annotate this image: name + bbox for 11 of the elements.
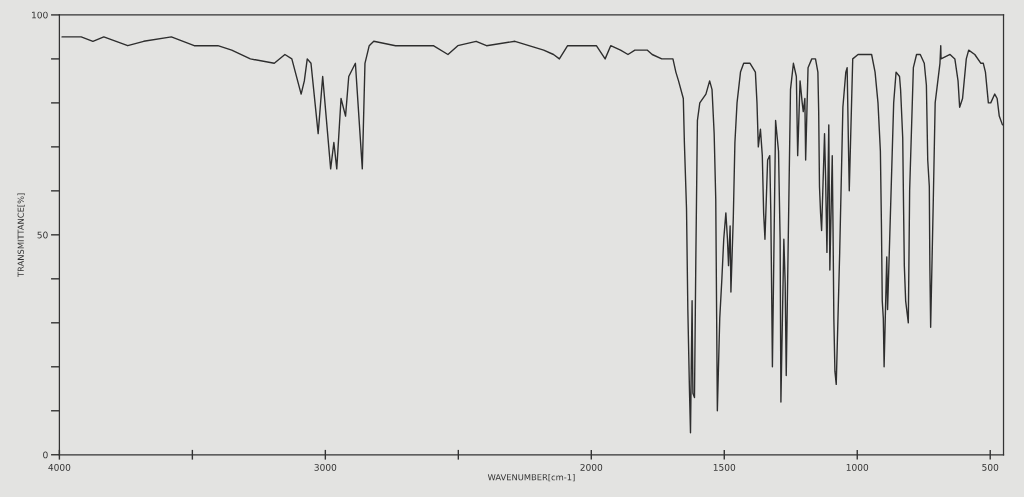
y-tick-label: 0 — [43, 451, 48, 459]
x-tick-label: 1000 — [846, 463, 869, 471]
y-axis-title: TRANSMITTANCE[%] — [17, 193, 25, 277]
x-tick-label: 2000 — [580, 463, 603, 471]
y-tick-label: 50 — [37, 231, 48, 239]
x-axis-title: WAVENUMBER[cm-1] — [487, 473, 575, 482]
y-tick-label: 100 — [32, 11, 48, 19]
x-tick-label: 3000 — [314, 463, 337, 471]
x-tick-label: 4000 — [48, 463, 71, 471]
x-tick-label: 1500 — [713, 463, 736, 471]
x-tick-label: 500 — [982, 463, 999, 471]
